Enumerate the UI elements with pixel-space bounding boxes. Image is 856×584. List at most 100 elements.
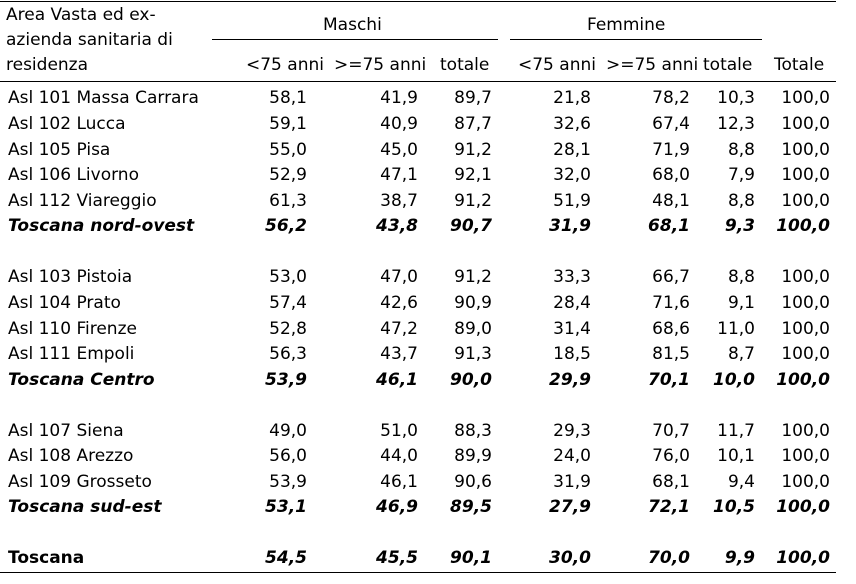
row-label: Asl 105 Pisa [8,140,111,160]
row-value: 8,8 [727,191,755,211]
table-row-subtotal: Toscana nord-ovest 56,2 43,8 90,7 31,9 68,1 9,… [0,216,856,241]
table-row: Asl 108 Arezzo 56,0 44,0 89,9 24,0 76,0 10,1 10… [0,446,856,471]
row-value: 11,7 [717,421,755,441]
row-value: 38,7 [380,191,418,211]
row-value: 100,0 [781,191,830,211]
row-value: 9,1 [727,293,755,313]
row-value: 8,8 [727,267,755,287]
row-value: 41,9 [380,88,418,108]
row-value: 43,7 [380,344,418,364]
row-value: 87,7 [454,114,492,134]
row-value: 89,7 [454,88,492,108]
row-label: Asl 107 Siena [8,421,124,441]
row-value: 91,2 [454,191,492,211]
row-value: 46,1 [376,370,418,390]
row-value: 91,3 [454,344,492,364]
col-header-femmine-under75: <75 anni [518,55,596,75]
row-label: Asl 102 Lucca [8,114,126,134]
row-value: 89,9 [454,446,492,466]
row-value: 70,0 [648,548,690,568]
row-label: Toscana [8,548,85,568]
table-row: Asl 101 Massa Carrara 58,1 41,9 89,7 21,8 78,… [0,88,856,113]
row-value: 10,3 [717,88,755,108]
row-value: 91,2 [454,267,492,287]
row-value: 68,6 [652,319,690,339]
row-value: 70,1 [648,370,690,390]
row-value: 71,6 [652,293,690,313]
row-value: 45,5 [376,548,418,568]
row-value: 52,8 [269,319,307,339]
row-value: 52,9 [269,165,307,185]
row-value: 9,3 [724,216,755,236]
row-value: 72,1 [648,497,690,517]
row-label: Asl 104 Prato [8,293,121,313]
row-value: 89,0 [454,319,492,339]
row-value: 100,0 [776,216,830,236]
col-header-maschi-over75: >=75 anni [334,55,427,75]
table-row-subtotal: Toscana sud-est 53,1 46,9 89,5 27,9 72,1 10,5 1… [0,497,856,522]
col-header-femmine-over75: >=75 anni [606,55,699,75]
table-row: Asl 109 Grosseto 53,9 46,1 90,6 31,9 68,1 9,4 1… [0,472,856,497]
row-value: 90,6 [454,472,492,492]
row-value: 100,0 [781,472,830,492]
row-value: 29,3 [553,421,591,441]
row-value: 90,0 [450,370,492,390]
row-value: 7,9 [727,165,755,185]
row-value: 100,0 [781,344,830,364]
row-value: 58,1 [269,88,307,108]
row-label: Asl 108 Arezzo [8,446,134,466]
row-value: 33,3 [553,267,591,287]
row-value: 100,0 [781,319,830,339]
row-value: 18,5 [553,344,591,364]
row-value: 100,0 [776,370,830,390]
table-row: Asl 103 Pistoia 53,0 47,0 91,2 33,3 66,7 8,8 10… [0,267,856,292]
row-label: Toscana Centro [8,370,155,390]
row-value: 10,5 [713,497,755,517]
row-label: Toscana sud-est [8,497,162,517]
row-value: 21,8 [553,88,591,108]
row-value: 57,4 [269,293,307,313]
group-header-femmine: Femmine [587,15,666,35]
table-row: Asl 106 Livorno 52,9 47,1 92,1 32,0 68,0 7,9 10… [0,165,856,190]
row-label: Toscana nord-ovest [8,216,195,236]
row-value: 40,9 [380,114,418,134]
row-value: 56,3 [269,344,307,364]
top-rule [0,1,836,2]
row-value: 51,0 [380,421,418,441]
row-value: 29,9 [549,370,591,390]
header-rule [0,81,836,82]
row-value: 88,3 [454,421,492,441]
row-value: 55,0 [269,140,307,160]
table-row: Asl 110 Firenze 52,8 47,2 89,0 31,4 68,6 11,0 1… [0,319,856,344]
row-value: 100,0 [781,88,830,108]
row-label: Asl 112 Viareggio [8,191,157,211]
row-value: 56,0 [269,446,307,466]
table-row: Asl 102 Lucca 59,1 40,9 87,7 32,6 67,4 12,3 100… [0,114,856,139]
row-value: 78,2 [652,88,690,108]
row-value: 9,9 [724,548,755,568]
group-header-maschi: Maschi [323,15,382,35]
row-value: 100,0 [781,114,830,134]
row-value: 54,5 [265,548,307,568]
row-label: Asl 101 Massa Carrara [8,88,199,108]
area-header-line: Area Vasta ed ex- [6,5,156,25]
row-value: 61,3 [269,191,307,211]
table-row: Asl 111 Empoli 56,3 43,7 91,3 18,5 81,5 8,7 100… [0,344,856,369]
row-value: 92,1 [454,165,492,185]
row-value: 46,1 [380,472,418,492]
table-row: Asl 112 Viareggio 61,3 38,7 91,2 51,9 48,1 8,8… [0,191,856,216]
row-value: 10,0 [713,370,755,390]
row-value: 56,2 [265,216,307,236]
row-label: Asl 110 Firenze [8,319,137,339]
row-value: 28,4 [553,293,591,313]
row-value: 59,1 [269,114,307,134]
row-value: 47,1 [380,165,418,185]
row-value: 89,5 [450,497,492,517]
col-header-femmine-totale: totale [703,55,753,75]
row-value: 31,9 [549,216,591,236]
row-value: 44,0 [380,446,418,466]
row-value: 53,9 [265,370,307,390]
row-value: 12,3 [717,114,755,134]
row-value: 68,0 [652,165,690,185]
row-value: 48,1 [652,191,690,211]
